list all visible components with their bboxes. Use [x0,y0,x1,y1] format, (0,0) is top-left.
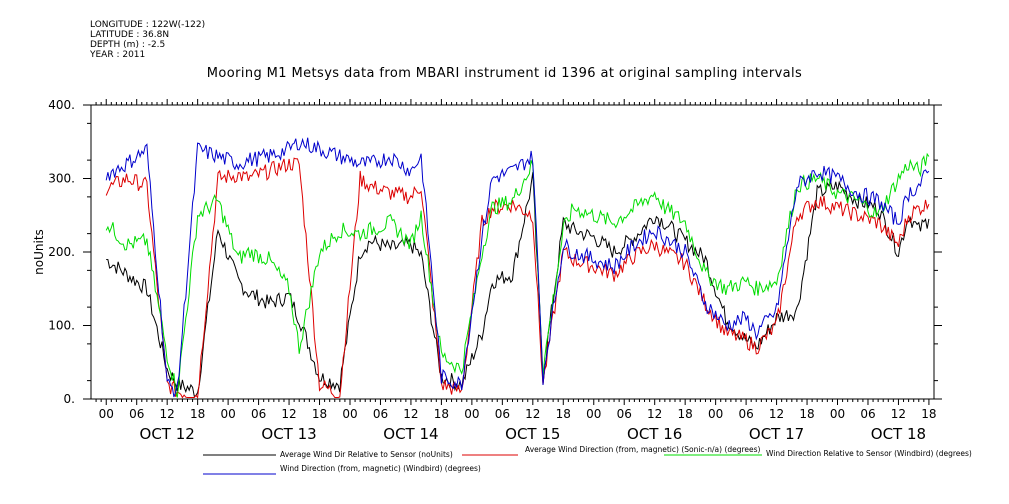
x-tick-label: 18 [678,407,693,421]
series-line [105,157,930,399]
y-tick-label: 400. [48,98,75,112]
x-tick-label: 18 [312,407,327,421]
x-day-label: OCT 12 [140,425,195,443]
y-tick-label: 300. [48,172,75,186]
x-tick-label: 06 [251,407,266,421]
year-text: YEAR : 2011 [90,50,146,60]
x-day-label: OCT 13 [261,425,316,443]
x-tick-label: 12 [647,407,662,421]
x-tick-label: 18 [434,407,449,421]
x-tick-label: 06 [860,407,875,421]
x-tick-label: 18 [190,407,205,421]
depth-text: DEPTH (m) : -2.5 [90,40,166,50]
x-day-label: OCT 16 [627,425,682,443]
x-tick-label: 12 [769,407,784,421]
x-tick-label: 00 [830,407,845,421]
legend-label: Average Wind Direction (from, magnetic) … [525,445,761,454]
x-tick-label: 12 [403,407,418,421]
axis-layer: 0. 100. 200. 300. 400. 00 06 12 18 00 06 12 18 00 06 12… [48,98,942,443]
x-tick-label: 18 [556,407,571,421]
series-line [105,152,930,398]
y-tick-label: 0. [64,392,75,406]
longitude-text: LONGITUDE : 122W(-122) [90,20,206,30]
chart-title: Mooring M1 Metsys data from MBARI instru… [206,66,803,81]
legend-label: Wind Direction (from, magnetic) (Windbir… [280,464,481,473]
legend: Average Wind Dir Relative to Sensor (noU… [203,445,972,475]
x-tick-label: 06 [738,407,753,421]
x-tick-label: 06 [129,407,144,421]
y-tick-label: 100. [48,319,75,333]
y-tick-label: 200. [48,245,75,259]
x-day-label: OCT 14 [383,425,438,443]
latitude-text: LATITUDE : 36.8N [90,30,170,40]
x-tick-label: 06 [617,407,632,421]
x-tick-label: 00 [708,407,723,421]
x-tick-label: 18 [799,407,814,421]
x-day-label: OCT 17 [749,425,804,443]
legend-label: Wind Direction Relative to Sensor (Windb… [766,449,972,458]
x-tick-label: 00 [99,407,114,421]
x-tick-label: 12 [525,407,540,421]
x-tick-label: 12 [281,407,296,421]
x-tick-label: 12 [891,407,906,421]
y-axis-label: noUnits [32,229,46,275]
x-tick-label: 00 [342,407,357,421]
x-day-label: OCT 15 [505,425,560,443]
x-day-label: OCT 18 [871,425,926,443]
series-line [105,137,930,398]
series-layer [105,137,930,399]
x-tick-label: 00 [464,407,479,421]
legend-label: Average Wind Dir Relative to Sensor (noU… [280,450,453,459]
x-tick-label: 06 [495,407,510,421]
x-tick-label: 12 [160,407,175,421]
x-tick-label: 18 [921,407,936,421]
series-line [106,172,930,398]
x-tick-label: 00 [220,407,235,421]
x-tick-label: 06 [373,407,388,421]
metadata-block: LONGITUDE : 122W(-122) LATITUDE : 36.8N … [90,20,205,60]
x-tick-label: 00 [586,407,601,421]
